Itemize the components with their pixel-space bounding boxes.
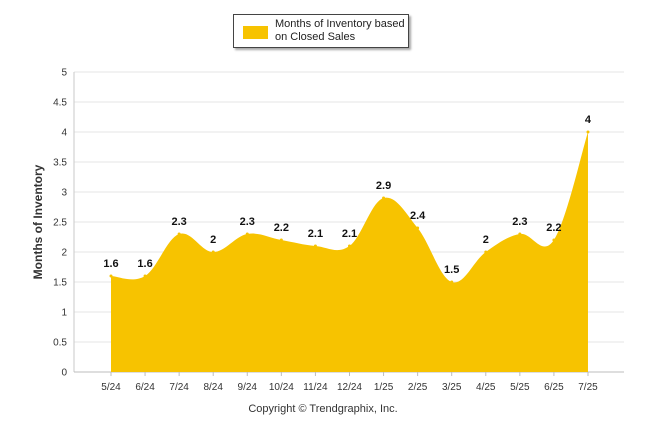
legend: Months of Inventory based on Closed Sale… <box>233 14 409 48</box>
series-area <box>111 132 588 372</box>
y-tick-label: 4 <box>61 128 67 139</box>
x-tick-label: 4/25 <box>476 382 496 393</box>
y-tick-label: 2 <box>61 248 67 259</box>
y-tick-label: 5 <box>61 68 67 79</box>
data-point <box>245 232 249 236</box>
y-axis-title: Months of Inventory <box>31 164 45 279</box>
data-point <box>552 238 556 242</box>
data-point <box>279 238 283 242</box>
data-label: 2.1 <box>308 228 323 240</box>
data-point <box>109 274 113 278</box>
data-label: 1.6 <box>137 258 152 270</box>
x-tick-label: 5/24 <box>101 382 121 393</box>
y-tick-label: 1 <box>61 308 67 319</box>
data-point <box>177 232 181 236</box>
data-label: 2.3 <box>171 216 186 228</box>
y-tick-label: 1.5 <box>53 278 67 289</box>
data-point <box>518 232 522 236</box>
x-tick-label: 1/25 <box>374 382 394 393</box>
data-label: 2 <box>483 234 489 246</box>
y-tick-label: 2.5 <box>53 218 67 229</box>
data-label: 2.4 <box>410 210 426 222</box>
legend-swatch <box>243 26 268 39</box>
data-label: 2 <box>210 234 216 246</box>
x-tick-label: 7/25 <box>578 382 598 393</box>
data-point <box>450 280 454 284</box>
y-tick-label: 0 <box>61 368 67 379</box>
data-point <box>347 244 351 248</box>
data-point <box>586 130 590 134</box>
x-tick-label: 12/24 <box>337 382 362 393</box>
legend-label: Months of Inventory based on Closed Sale… <box>275 18 405 43</box>
data-point <box>416 226 420 230</box>
x-tick-label: 2/25 <box>408 382 428 393</box>
x-tick-label: 9/24 <box>238 382 258 393</box>
data-label: 2.2 <box>546 222 561 234</box>
x-tick-label: 5/25 <box>510 382 530 393</box>
x-tick-label: 7/24 <box>169 382 189 393</box>
data-label: 2.3 <box>512 216 527 228</box>
x-tick-label: 10/24 <box>269 382 294 393</box>
x-tick-label: 6/24 <box>135 382 155 393</box>
data-label: 2.1 <box>342 228 357 240</box>
y-tick-label: 4.5 <box>53 98 67 109</box>
y-tick-label: 3 <box>61 188 67 199</box>
data-label: 4 <box>585 114 592 126</box>
data-label: 1.6 <box>103 258 118 270</box>
data-point <box>484 250 488 254</box>
data-point <box>211 250 215 254</box>
copyright-footer: Copyright © Trendgraphix, Inc. <box>248 403 398 415</box>
x-tick-label: 11/24 <box>303 382 328 393</box>
data-label: 1.5 <box>444 264 459 276</box>
data-label: 2.3 <box>240 216 255 228</box>
y-tick-label: 3.5 <box>53 158 67 169</box>
data-point <box>313 244 317 248</box>
data-label: 2.9 <box>376 180 391 192</box>
x-tick-label: 6/25 <box>544 382 564 393</box>
data-point <box>382 196 386 200</box>
x-tick-label: 8/24 <box>203 382 223 393</box>
y-tick-label: 0.5 <box>53 338 67 349</box>
data-point <box>143 274 147 278</box>
data-label: 2.2 <box>274 222 289 234</box>
x-tick-label: 3/25 <box>442 382 462 393</box>
